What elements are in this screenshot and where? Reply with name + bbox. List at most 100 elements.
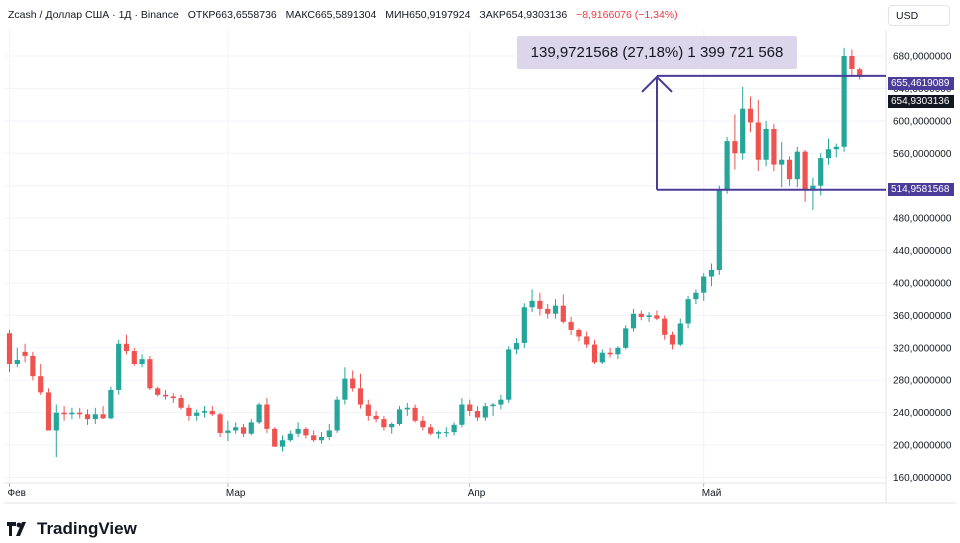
candle-body [318,436,325,441]
candle-body [474,411,481,418]
candle-body [155,388,161,395]
y-tick-label: 160,0000000 [893,473,952,484]
y-tick-label: 240,0000000 [893,408,952,419]
candle-body [326,430,332,437]
candle-body [100,414,106,419]
tradingview-logo-icon [7,522,26,536]
candle-body [584,336,590,345]
candle-body [84,414,91,420]
candle-body [849,56,855,69]
candle-body [373,415,379,420]
candle-body [342,378,348,400]
candle-body [53,412,59,431]
candle-body [591,344,598,363]
x-tick-label: Май [702,488,722,499]
measure-arrow-head [641,75,673,93]
y-tick-label: 280,0000000 [893,376,952,387]
candle-body [552,305,559,314]
candle-body [771,128,777,165]
candle-body [708,269,715,277]
candle-body [92,414,98,420]
candle-body [365,404,371,416]
candle-body [381,419,387,428]
candle-body [248,422,254,434]
candle-body [732,141,738,154]
candle-body [217,414,223,433]
candle-body [147,359,153,389]
candle-body [22,351,28,356]
candle-body [482,406,488,418]
candle-body [794,151,800,180]
currency-button[interactable]: USD [888,5,950,26]
candle-body [186,407,192,416]
candle-body [810,185,816,191]
tradingview-logo[interactable]: TradingView [7,519,137,539]
chart-legend: Zcash / Доллар США · 1Д · Binance ОТКР66… [8,9,684,21]
candle-body [677,323,683,345]
candle-body [521,307,527,343]
candle-body [389,424,395,428]
measurement-label[interactable]: 139,9721568 (27,18%) 1 399 721 568 [517,36,797,69]
candle-body [225,430,231,433]
candle-body [162,394,169,397]
y-tick-label: 360,0000000 [893,311,952,322]
y-tick-label: 560,0000000 [893,149,952,160]
candle-body [740,108,746,154]
legend-change: −8,9166076 (−1,34%) [576,9,678,21]
y-tick-label: 320,0000000 [893,343,952,354]
candle-body [513,342,520,350]
candle-body [116,343,122,390]
candle-body [334,399,340,431]
logo-text: TradingView [37,519,137,538]
candle-body [61,412,67,415]
candle-body [279,440,286,447]
x-tick-label: Мар [226,488,246,499]
candle-body [638,313,644,318]
candle-body [6,333,13,365]
candle-body [818,158,824,186]
candle-body [287,433,293,441]
candle-body [490,404,496,407]
legend-high: МАКС665,5891304 [285,9,377,21]
y-tick-label: 440,0000000 [893,246,952,257]
x-tick-label: Апр [468,488,486,499]
price-tag-upper: 655,4619089 [888,77,954,91]
candle-body [428,427,434,434]
candle-body [443,432,449,434]
candle-body [69,412,75,415]
legend-symbol: Zcash / Доллар США · 1Д · Binance [8,9,179,21]
y-tick-label: 200,0000000 [893,441,952,452]
candle-body [576,329,582,337]
candle-body [451,424,457,433]
legend-close: ЗАКР654,9303136 [479,9,568,21]
candle-body [256,404,262,423]
candle-body [240,427,247,434]
candle-body [568,321,574,330]
candle-body [412,407,418,421]
candle-body [786,159,793,180]
candle-body [599,352,605,363]
candle-body [139,359,145,365]
candle-body [350,378,356,389]
candle-body [529,300,535,308]
y-tick-label: 600,0000000 [893,116,952,127]
candle-body [404,407,410,410]
candle-body [857,69,863,77]
candle-body [537,300,543,309]
price-tag-lower: 514,9581568 [888,183,954,197]
legend-open: ОТКР663,6558736 [187,9,277,21]
candle-body [841,56,847,147]
candle-body [693,292,699,300]
candle-body [45,392,52,431]
price-tag-current: 654,9303136 [888,95,954,109]
candle-body [654,315,660,319]
candle-body [755,122,761,160]
candle-body [646,315,652,318]
candle-body [716,189,722,270]
candle-body [560,305,566,322]
candle-body [607,352,613,355]
candle-body [77,412,83,415]
candle-body [14,359,20,365]
candle-body [108,389,114,419]
